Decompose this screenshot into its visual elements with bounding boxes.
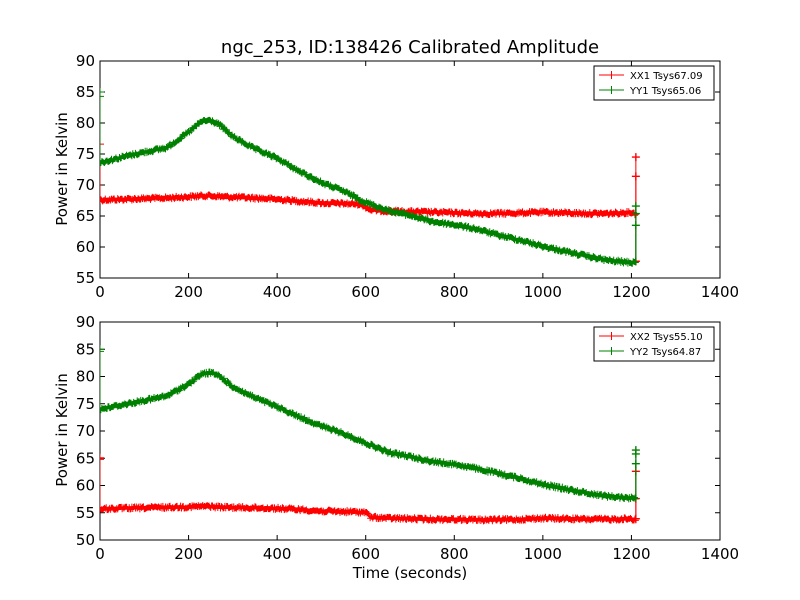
spike-marker [100, 455, 104, 464]
x-tick-label: 0 [95, 283, 105, 301]
spike-marker [100, 140, 104, 149]
y-tick-label: 65 [76, 207, 95, 225]
series-markers [100, 116, 639, 267]
y-tick-label: 80 [76, 114, 95, 132]
y-tick-label: 80 [76, 368, 95, 386]
x-tick-label: 600 [351, 283, 380, 301]
spike-marker [631, 202, 640, 211]
spike-marker [100, 92, 104, 101]
series-yy [100, 345, 640, 503]
x-tick-label: 400 [263, 283, 292, 301]
legend-label: XX1 Tsys67.09 [630, 71, 703, 82]
x-tick-label: 1200 [612, 283, 650, 301]
x-tick-label: 1200 [612, 545, 650, 563]
x-tick-label: 800 [440, 545, 469, 563]
legend: XX1 Tsys67.09 YY1 Tsys65.06 [593, 65, 715, 101]
chart-title: ngc_253, ID:138426 Calibrated Amplitude [221, 37, 599, 58]
legend-label: XX2 Tsys55.10 [630, 332, 703, 343]
x-tick-label: 600 [351, 545, 380, 563]
x-tick-label: 1400 [701, 283, 739, 301]
x-tick-label: 400 [263, 545, 292, 563]
x-axis-label: Time (seconds) [352, 564, 468, 582]
y-tick-label: 90 [76, 313, 95, 331]
y-tick-label: 85 [76, 340, 95, 358]
series-line [100, 120, 636, 264]
legend-label: YY1 Tsys65.06 [629, 86, 701, 97]
x-tick-label: 1000 [524, 545, 562, 563]
y-axis-label-top: Power in Kelvin [53, 112, 71, 226]
spike-marker [100, 453, 104, 462]
y-tick-label: 85 [76, 83, 95, 101]
x-tick-label: 200 [174, 283, 203, 301]
y-tick-label: 70 [76, 176, 95, 194]
top-plot: 0 200 400 600 800 1000 1200 1400 55 60 65 70 75 80 85 9… [76, 52, 739, 301]
x-tick-label: 800 [440, 283, 469, 301]
spike-marker [100, 345, 104, 354]
y-tick-label: 75 [76, 145, 95, 163]
y-tick-label: 50 [76, 531, 95, 549]
legend-label: YY2 Tsys64.87 [629, 347, 701, 358]
spike-marker [100, 88, 104, 96]
y-tick-label: 75 [76, 395, 95, 413]
y-tick-label: 65 [76, 449, 95, 467]
y-tick-label: 55 [76, 504, 95, 522]
y-tick-label: 90 [76, 52, 95, 70]
series-xx [100, 453, 640, 525]
x-tick-label: 0 [95, 545, 105, 563]
y-tick-label: 60 [76, 238, 95, 256]
x-tick-label: 1400 [701, 545, 739, 563]
x-tick-label: 1000 [524, 283, 562, 301]
legend-box [593, 326, 715, 362]
y-tick-label: 60 [76, 477, 95, 495]
bottom-plot: 0 200 400 600 800 1000 1200 1400 50 55 60 65 70 75 80 8… [76, 313, 739, 563]
y-tick-label: 55 [76, 269, 95, 287]
series-markers [100, 502, 639, 525]
spike-marker [100, 347, 104, 356]
legend: XX2 Tsys55.10 YY2 Tsys64.87 [593, 326, 715, 362]
legend-box [593, 65, 715, 101]
spike-marker [631, 446, 640, 455]
y-tick-label: 70 [76, 422, 95, 440]
x-tick-label: 200 [174, 545, 203, 563]
y-axis-label-bottom: Power in Kelvin [53, 373, 71, 487]
spike-marker [631, 153, 640, 162]
series-yy [100, 88, 640, 267]
series-markers [100, 368, 639, 503]
